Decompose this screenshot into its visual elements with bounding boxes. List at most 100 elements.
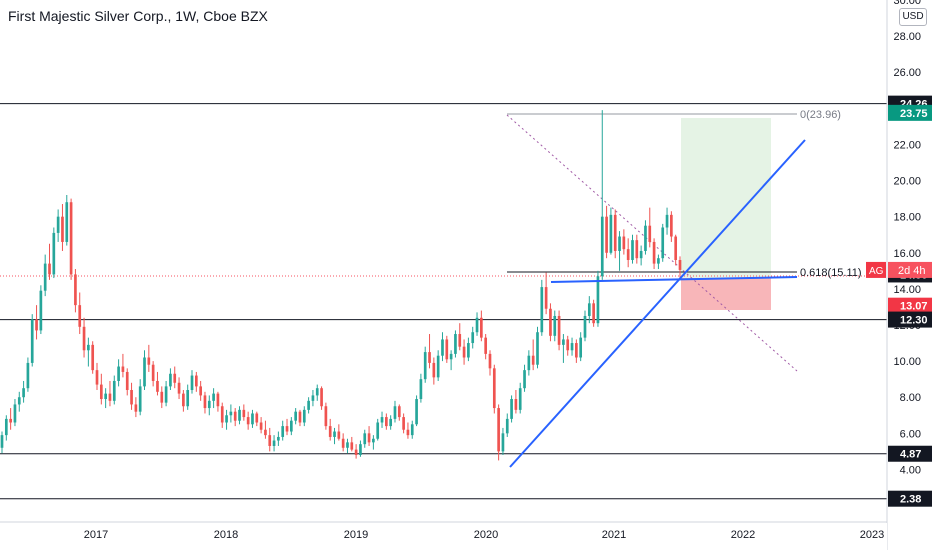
candle-body <box>419 379 423 400</box>
candle-body <box>492 368 496 409</box>
candle-body <box>48 263 51 275</box>
candle-body <box>203 395 207 409</box>
y-tick-label: 20.00 <box>893 176 921 188</box>
candle-body <box>397 406 401 418</box>
candle-body <box>613 214 617 251</box>
candle-body <box>665 214 669 228</box>
x-tick-label: 2021 <box>602 529 626 541</box>
candle-body <box>294 411 297 421</box>
candle-body <box>194 375 198 387</box>
candle-body <box>415 399 418 425</box>
candle-body <box>454 334 457 354</box>
candle-body <box>661 227 665 259</box>
candle-body <box>622 236 626 250</box>
currency-selector[interactable]: USD <box>899 8 927 26</box>
countdown-text: 2d 4h <box>898 265 926 277</box>
candle-body <box>259 422 263 430</box>
candle-body <box>631 240 634 260</box>
candle-body <box>225 415 228 423</box>
candle-body <box>242 409 246 418</box>
candle-body <box>220 406 224 423</box>
price-label-box <box>888 490 932 507</box>
y-tick-label: 26.00 <box>893 67 921 79</box>
candle-body <box>583 315 587 338</box>
candle-body <box>307 400 310 410</box>
trendline-rising <box>509 139 806 468</box>
x-tick-label: 2017 <box>84 529 108 541</box>
candle-body <box>514 399 518 410</box>
candle-body <box>285 426 289 432</box>
candle-body <box>281 426 285 437</box>
candle-body <box>69 202 73 275</box>
y-tick-label: 18.00 <box>893 212 921 224</box>
candle-body <box>104 393 107 400</box>
candle-body <box>410 424 414 436</box>
candle-body <box>505 418 509 434</box>
x-tick-label: 2022 <box>731 529 755 541</box>
candle-body <box>207 400 211 409</box>
candle-body <box>0 435 4 448</box>
candle-body <box>639 250 643 259</box>
price-label-box <box>888 311 932 328</box>
y-tick-label: 8.00 <box>900 392 921 404</box>
candle-body <box>510 399 513 419</box>
candle-body <box>458 334 462 347</box>
candle-body <box>147 357 151 365</box>
candle-body <box>35 319 38 331</box>
x-tick-label: 2023 <box>860 529 884 541</box>
candle-body <box>471 332 475 344</box>
candle-body <box>238 409 241 421</box>
candle-body <box>182 393 185 407</box>
fib-label-top: 0(23.96) <box>800 109 841 121</box>
candle-body <box>95 370 99 385</box>
candle-body <box>562 339 565 345</box>
price-label-text: 13.07 <box>900 301 928 313</box>
candle-body <box>462 346 466 358</box>
candles-layer <box>0 110 682 461</box>
symbol-tag-box <box>866 261 886 278</box>
candle-body <box>82 326 86 351</box>
candle-body <box>441 339 444 356</box>
candle-body <box>488 353 492 369</box>
candle-body <box>393 406 397 419</box>
candle-body <box>575 343 578 358</box>
candle-body <box>587 303 591 316</box>
candle-body <box>635 240 639 259</box>
candle-body <box>138 386 142 412</box>
candle-body <box>372 438 375 443</box>
candle-body <box>657 258 660 264</box>
candle-body <box>311 395 315 401</box>
long-position-profit-zone <box>681 118 771 278</box>
candle-body <box>151 364 155 381</box>
candle-body <box>298 411 302 423</box>
candle-body <box>449 353 453 360</box>
candle-body <box>130 390 133 405</box>
candle-body <box>380 417 384 423</box>
candle-body <box>376 422 380 439</box>
candle-body <box>527 355 531 371</box>
countdown-box <box>888 261 932 278</box>
candle-body <box>17 397 21 405</box>
candle-body <box>480 317 483 338</box>
candle-body <box>363 433 367 445</box>
candle-body <box>52 232 56 275</box>
candle-body <box>596 276 600 324</box>
y-tick-label: 28.00 <box>893 31 921 43</box>
candle-body <box>30 319 34 363</box>
candle-body <box>531 355 535 365</box>
candle-body <box>177 382 181 394</box>
candle-body <box>78 305 82 327</box>
candle-body <box>467 343 470 358</box>
candle-body <box>523 370 526 389</box>
candle-body <box>609 214 613 253</box>
candle-body <box>190 375 194 390</box>
candle-body <box>484 337 488 354</box>
candle-body <box>289 420 293 432</box>
price-label-box <box>888 297 932 314</box>
y-tick-label: 6.00 <box>900 428 921 440</box>
candle-body <box>579 337 583 358</box>
candle-body <box>618 236 621 251</box>
candle-body <box>156 380 159 392</box>
candle-body <box>65 202 69 242</box>
